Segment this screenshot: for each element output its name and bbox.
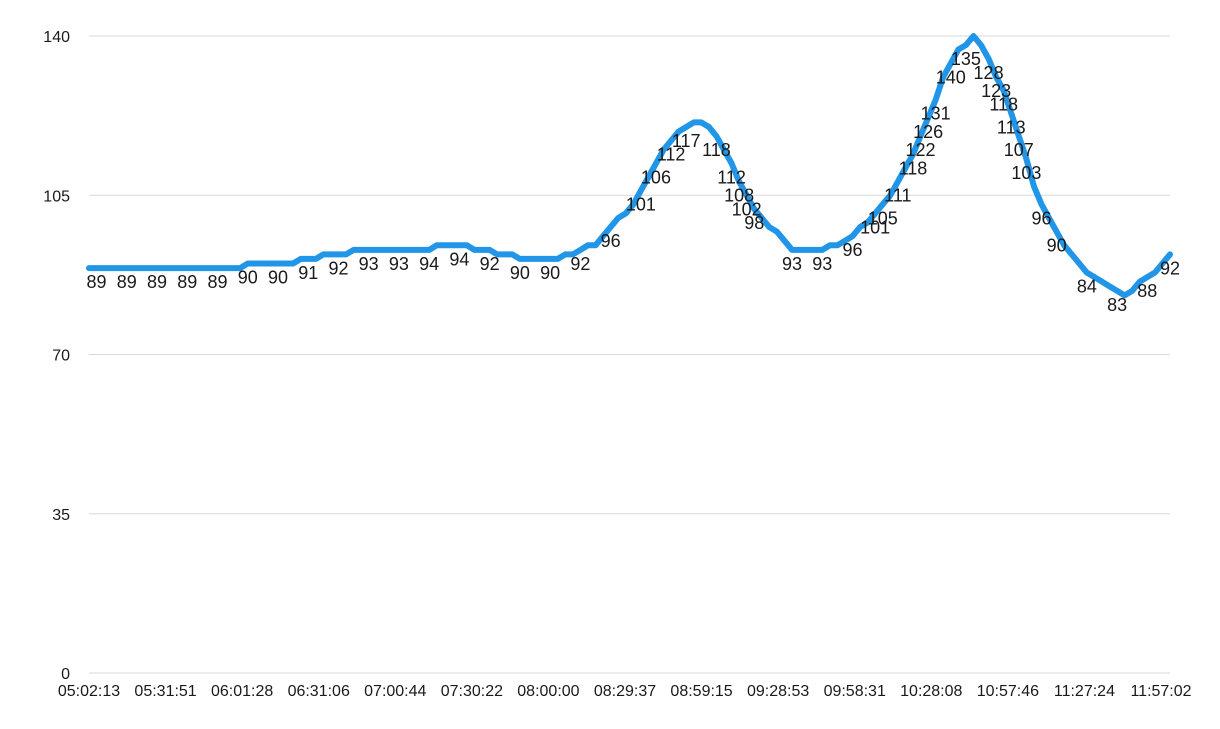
x-tick-label: 08:29:37 [594,683,656,700]
data-label: 112 [717,167,746,187]
y-tick-label: 70 [52,348,70,365]
data-label: 118 [899,158,928,178]
data-label: 106 [641,167,671,187]
data-label: 112 [657,145,686,165]
data-label: 113 [997,117,1026,137]
data-label: 118 [989,95,1018,115]
data-label: 105 [868,208,898,228]
data-label: 140 [936,67,966,87]
data-label: 101 [860,217,890,237]
data-label: 91 [298,263,318,283]
data-label: 108 [724,186,754,206]
data-labels: 89 89 89 89 89 90 90 91 92 93 93 94 94 92 90 90 92961011… [87,49,1180,315]
data-label: 89 [177,272,197,292]
data-label: 93 [812,254,832,274]
gridlines [89,35,1170,674]
data-label: 83 [1107,295,1127,315]
data-label: 90 [238,268,258,288]
data-label: 94 [419,254,439,274]
data-label: 90 [540,263,560,283]
data-label: 117 [672,131,701,151]
x-tick-label: 06:31:06 [288,683,350,700]
x-tick-label: 09:28:53 [747,683,809,700]
data-label: 103 [1011,163,1041,183]
y-tick-label: 0 [61,666,70,683]
data-label: 89 [207,272,227,292]
data-label: 96 [1031,208,1051,228]
data-label: 96 [601,231,621,251]
data-label: 93 [359,254,379,274]
data-label: 90 [268,268,288,288]
data-label: 135 [951,49,981,69]
data-label: 89 [87,272,107,292]
data-label: 90 [1047,236,1067,256]
data-label: 131 [921,104,951,124]
x-tick-label: 08:59:15 [670,683,732,700]
data-label: 89 [117,272,137,292]
y-tick-label: 35 [52,507,70,524]
y-tick-label: 140 [43,29,70,46]
data-label: 98 [744,213,764,233]
x-tick-label: 09:58:31 [824,683,886,700]
data-label: 122 [906,140,936,160]
data-label: 111 [884,186,911,206]
data-label: 123 [981,81,1011,101]
data-label: 101 [626,195,656,215]
data-label: 93 [389,254,409,274]
data-label: 96 [842,240,862,260]
data-label: 88 [1137,281,1157,301]
data-label: 128 [974,63,1004,83]
data-label: 118 [702,140,731,160]
x-tick-label: 05:02:13 [58,683,120,700]
data-label: 107 [1004,140,1034,160]
data-label: 94 [449,249,469,269]
data-label: 92 [570,254,590,274]
x-tick-label: 10:57:46 [977,683,1039,700]
series-line [86,33,1173,299]
data-label: 84 [1077,277,1097,297]
y-tick-label: 105 [43,188,70,205]
data-label: 102 [732,199,762,219]
x-tick-label: 10:28:08 [900,683,962,700]
x-tick-label: 11:57:02 [1130,683,1191,700]
x-axis-tick-labels: 05:02:13 05:31:51 06:01:28 06:31:06 07:00:44… [58,683,1192,700]
data-label: 92 [1160,258,1180,278]
y-axis-tick-labels: 0 35 70 105 140 [43,29,70,683]
x-tick-label: 07:00:44 [364,683,426,700]
x-tick-label: 06:01:28 [211,683,273,700]
data-label: 92 [480,254,500,274]
data-label: 92 [328,258,348,278]
data-label: 90 [510,263,530,283]
data-label: 89 [147,272,167,292]
data-label: 93 [782,254,802,274]
series-line-path [86,33,1173,299]
x-tick-label: 05:31:51 [134,683,196,700]
x-tick-label: 11:27:24 [1054,683,1115,700]
data-label: 126 [913,122,943,142]
x-tick-label: 08:00:00 [517,683,579,700]
x-tick-label: 07:30:22 [441,683,503,700]
